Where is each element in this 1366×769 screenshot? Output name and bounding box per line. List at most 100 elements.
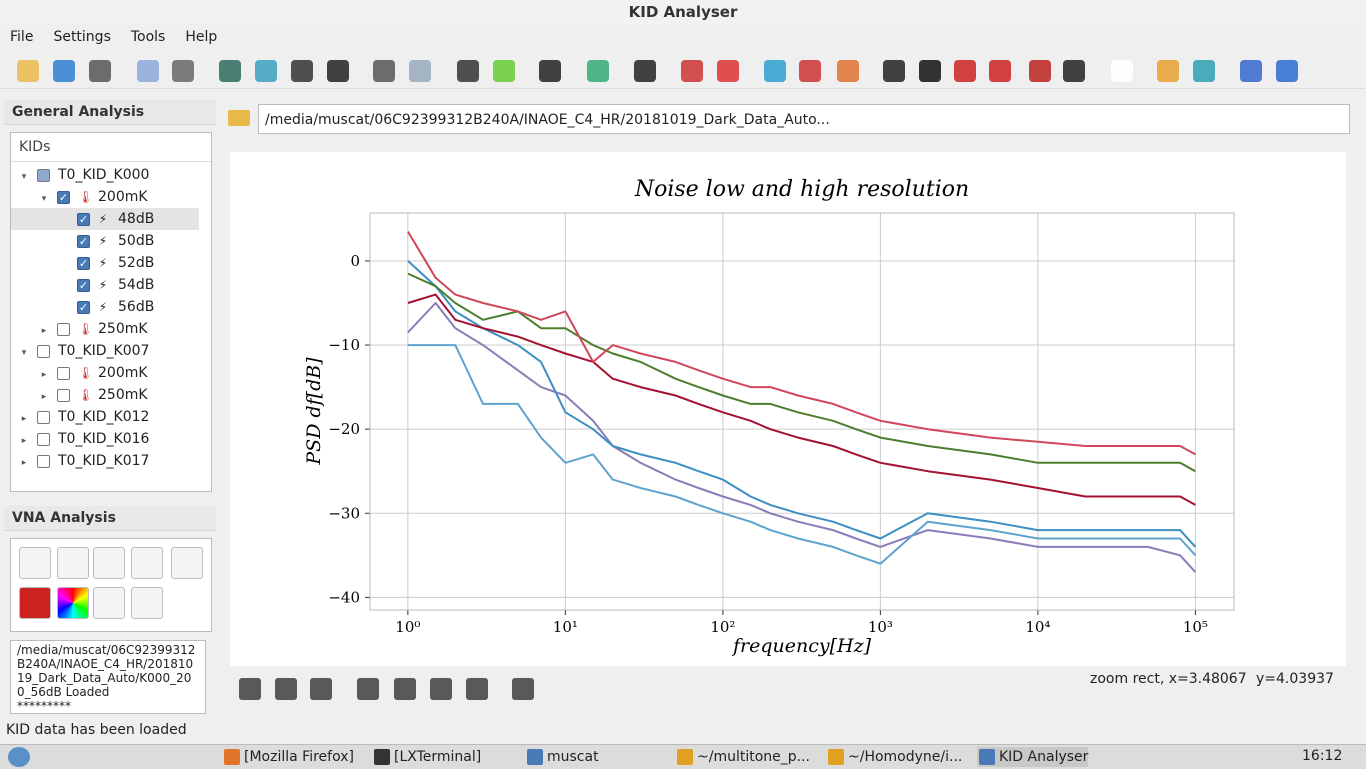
toolbar-button[interactable] [53,60,75,82]
toolbar-button[interactable] [327,60,349,82]
vna-button[interactable] [93,587,125,619]
toolbar-button[interactable] [837,60,859,82]
task-button[interactable]: ~/multitone_p... [675,747,810,767]
toolbar-button[interactable] [1063,60,1085,82]
checkbox[interactable] [37,344,50,358]
plot-tool[interactable] [239,678,261,700]
toolbar-button[interactable] [409,60,431,82]
task-button[interactable]: muscat [525,747,599,767]
tree-item[interactable]: ✓ ⚡ 54dB [11,274,199,296]
tree-item[interactable]: ▾ ✓ 🌡 200mK [11,186,199,208]
toolbar-button[interactable] [373,60,395,82]
vna-button[interactable] [131,547,163,579]
plot-tool[interactable] [512,678,534,700]
toolbar-button[interactable] [89,60,111,82]
expand-arrow[interactable]: ▸ [21,458,27,468]
checkbox[interactable]: ✓ [77,256,90,270]
checkbox[interactable] [37,168,50,182]
task-button[interactable]: [LXTerminal] [372,747,481,767]
toolbar-button[interactable] [764,60,786,82]
toolbar-button[interactable] [587,60,609,82]
toolbar-button[interactable] [291,60,313,82]
toolbar-button[interactable] [457,60,479,82]
menu-item[interactable]: File [10,29,34,45]
checkbox[interactable] [37,454,50,468]
tree-item[interactable]: ▾ T0_KID_K000 [11,164,199,186]
checkbox[interactable]: ✓ [77,234,90,248]
toolbar-button[interactable] [634,60,656,82]
folder-button[interactable] [228,110,250,126]
task-button[interactable]: [Mozilla Firefox] [222,747,354,767]
expand-arrow[interactable]: ▾ [21,348,27,358]
expand-arrow[interactable]: ▾ [21,172,27,182]
tree-item[interactable]: ✓ ⚡ 56dB [11,296,199,318]
menu-item[interactable]: Settings [53,29,111,45]
plot-tool[interactable] [466,678,488,700]
plot-tool[interactable] [357,678,379,700]
checkbox[interactable] [37,410,50,424]
thermometer-icon: 🌡 [78,366,94,380]
toolbar-button[interactable] [255,60,277,82]
task-button[interactable]: KID Analyser [977,747,1089,767]
tree-item[interactable]: ▸ 🌡 250mK [11,318,199,340]
path-field[interactable]: /media/muscat/06C92399312B240A/INAOE_C4_… [258,104,1350,134]
toolbar-button[interactable] [1157,60,1179,82]
checkbox[interactable]: ✓ [77,300,90,314]
checkbox[interactable] [57,366,70,380]
plot-tool[interactable] [310,678,332,700]
vna-button[interactable] [131,587,163,619]
tree-item[interactable]: ▸ 🌡 200mK [11,362,199,384]
toolbar-button[interactable] [17,60,39,82]
toolbar-button[interactable] [681,60,703,82]
toolbar-button[interactable] [717,60,739,82]
toolbar-button[interactable] [954,60,976,82]
tree-item[interactable]: ▾ T0_KID_K007 [11,340,199,362]
toolbar-button[interactable] [1240,60,1262,82]
checkbox[interactable]: ✓ [77,278,90,292]
toolbar-button[interactable] [1276,60,1298,82]
plot-tool[interactable] [275,678,297,700]
toolbar-button[interactable] [1029,60,1051,82]
vna-button[interactable] [171,547,203,579]
toolbar-button[interactable] [1111,60,1133,82]
tree-item[interactable]: ✓ ⚡ 52dB [11,252,199,274]
expand-arrow[interactable]: ▸ [41,370,47,380]
plot-tool[interactable] [394,678,416,700]
task-button[interactable]: ~/Homodyne/i... [826,747,962,767]
toolbar-button[interactable] [137,60,159,82]
vna-button[interactable] [93,547,125,579]
menu-item[interactable]: Tools [130,29,166,45]
tree-item[interactable]: ▸ 🌡 250mK [11,384,199,406]
toolbar-button[interactable] [539,60,561,82]
toolbar-button[interactable] [883,60,905,82]
toolbar-button[interactable] [219,60,241,82]
tree-item[interactable]: ▸ T0_KID_K017 [11,450,199,472]
vna-button[interactable] [19,547,51,579]
toolbar-button[interactable] [493,60,515,82]
start-button[interactable] [8,747,30,767]
expand-arrow[interactable]: ▸ [41,326,47,336]
tree-item[interactable]: ▸ T0_KID_K012 [11,406,199,428]
vna-button[interactable] [57,547,89,579]
toolbar-button[interactable] [799,60,821,82]
tree-item[interactable]: ✓ ⚡ 48dB [11,208,199,230]
tree-item[interactable]: ✓ ⚡ 50dB [11,230,199,252]
plot-tool[interactable] [430,678,452,700]
toolbar-button[interactable] [919,60,941,82]
expand-arrow[interactable]: ▸ [21,414,27,424]
checkbox[interactable] [57,322,70,336]
checkbox[interactable]: ✓ [57,190,70,204]
vna-button[interactable] [57,587,89,619]
toolbar-button[interactable] [172,60,194,82]
checkbox[interactable]: ✓ [77,212,90,226]
vna-button[interactable] [19,587,51,619]
checkbox[interactable] [37,432,50,446]
toolbar-button[interactable] [989,60,1011,82]
expand-arrow[interactable]: ▸ [41,392,47,402]
toolbar-button[interactable] [1193,60,1215,82]
expand-arrow[interactable]: ▾ [41,194,47,204]
expand-arrow[interactable]: ▸ [21,436,27,446]
tree-item[interactable]: ▸ T0_KID_K016 [11,428,199,450]
menu-item[interactable]: Help [185,29,218,45]
checkbox[interactable] [57,388,70,402]
